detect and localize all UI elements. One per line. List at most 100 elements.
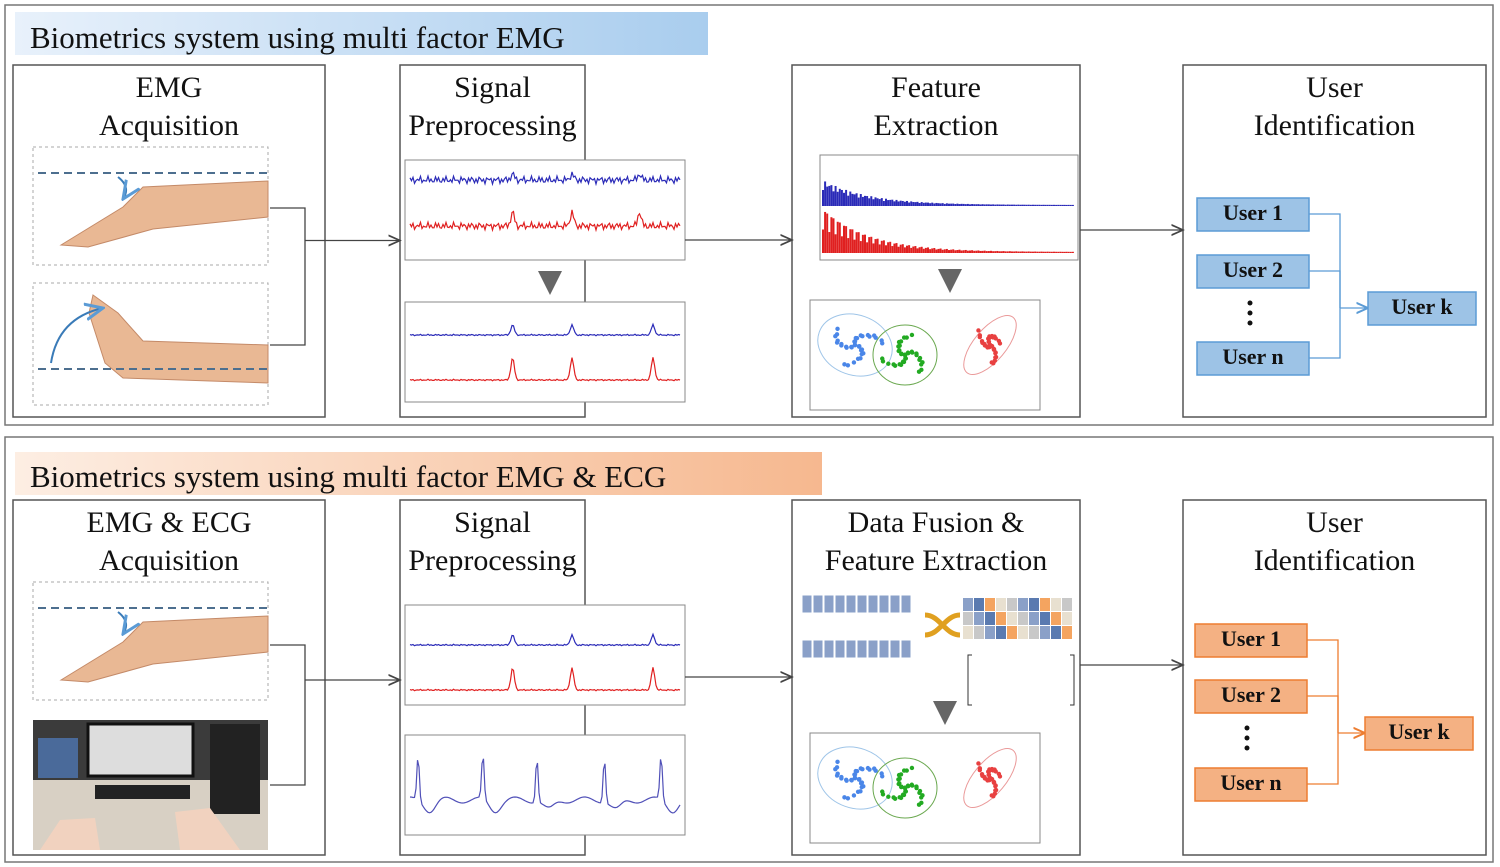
point bbox=[852, 772, 858, 777]
matrix-cell bbox=[1029, 626, 1039, 639]
point bbox=[897, 348, 902, 353]
spectrum-bar bbox=[956, 203, 959, 206]
stage-title: Identification bbox=[1254, 109, 1416, 142]
panel-title: Biometrics system using multi factor EMG bbox=[30, 20, 565, 55]
hand bbox=[59, 615, 269, 683]
spectrum-bar bbox=[847, 238, 850, 253]
spectrum-bar bbox=[1023, 251, 1026, 253]
spectrum-bar bbox=[937, 248, 940, 253]
point bbox=[867, 767, 872, 772]
matrix-cell bbox=[963, 626, 973, 639]
vector-cell bbox=[812, 639, 824, 659]
photo-arm bbox=[175, 808, 240, 850]
spectrum-bar bbox=[855, 193, 858, 206]
vector-cell bbox=[856, 639, 868, 659]
matrix-cell bbox=[1029, 598, 1039, 611]
matrix-cell bbox=[985, 598, 995, 611]
spectrum-bar bbox=[836, 191, 839, 206]
spectrum-bar bbox=[859, 194, 862, 206]
point bbox=[919, 795, 924, 800]
spectrum-bar bbox=[1063, 251, 1066, 253]
point bbox=[859, 784, 864, 790]
vector-cell bbox=[878, 594, 890, 614]
panel-title: Biometrics system using multi factor EMG… bbox=[30, 459, 666, 494]
point bbox=[900, 792, 906, 797]
point bbox=[906, 783, 911, 789]
spectrum-bar bbox=[838, 188, 841, 206]
chart-frame bbox=[404, 159, 686, 261]
spectrum-bar bbox=[895, 199, 898, 206]
spectrum-bar bbox=[878, 199, 881, 206]
spectrum-bar bbox=[1057, 204, 1060, 206]
spectrum-bar bbox=[840, 189, 843, 206]
spectrum-bar bbox=[851, 193, 854, 206]
point bbox=[880, 341, 885, 346]
user-link bbox=[1307, 733, 1339, 785]
point bbox=[993, 784, 998, 789]
spectrum-bar bbox=[1048, 204, 1051, 206]
spectrum-bar bbox=[874, 197, 877, 206]
point bbox=[989, 793, 994, 798]
spectrum-bar bbox=[1019, 204, 1022, 206]
spectrum-bar bbox=[912, 202, 915, 206]
spectrum-bar bbox=[885, 198, 887, 206]
spectrum-bar bbox=[882, 200, 885, 206]
point bbox=[835, 338, 840, 343]
stage-title: Preprocessing bbox=[408, 109, 576, 142]
spectrum-bar bbox=[868, 237, 871, 253]
point bbox=[986, 339, 992, 345]
spectrum-bar bbox=[973, 250, 976, 253]
signal-trace bbox=[409, 171, 681, 187]
spectrum-bar bbox=[1053, 251, 1055, 253]
spectrum-bar bbox=[855, 232, 858, 253]
point bbox=[886, 361, 891, 366]
hand bbox=[88, 294, 269, 384]
matrix-cell bbox=[1051, 612, 1061, 625]
point bbox=[997, 341, 1003, 346]
ellipsis-dot bbox=[1244, 745, 1250, 751]
spectrum-bar bbox=[924, 202, 927, 206]
point bbox=[849, 777, 854, 783]
spectrum-bar bbox=[824, 211, 827, 253]
ellipsis-dot bbox=[1247, 320, 1253, 326]
matrix-cell bbox=[1007, 598, 1017, 611]
panel-title-bar bbox=[15, 452, 822, 495]
spectrum-bar bbox=[906, 245, 908, 253]
point bbox=[842, 362, 847, 367]
point bbox=[900, 359, 906, 364]
spectrum-bar bbox=[964, 204, 967, 206]
matrix-cell bbox=[963, 598, 973, 611]
spectrum-bar bbox=[960, 203, 963, 206]
spectrum-bar bbox=[866, 242, 869, 253]
spectrum-bar bbox=[1040, 204, 1043, 206]
spectrum-bar bbox=[878, 244, 881, 253]
point bbox=[858, 347, 864, 353]
vector-cell bbox=[834, 639, 846, 659]
vector-cell bbox=[845, 639, 857, 659]
matrix-cell bbox=[1062, 612, 1072, 625]
spectrum-bar bbox=[857, 197, 860, 206]
point bbox=[839, 774, 844, 780]
spectrum-bar bbox=[987, 204, 990, 206]
spectrum-bar bbox=[876, 238, 879, 253]
point bbox=[991, 780, 997, 785]
spectrum-bar bbox=[929, 203, 932, 206]
spectrum-bar bbox=[1065, 204, 1068, 206]
signal-trace bbox=[409, 632, 681, 647]
spectrum-bar bbox=[1061, 204, 1064, 206]
spectrum-bar bbox=[828, 185, 831, 206]
spectrum-bar bbox=[830, 217, 833, 253]
spectrum-bar bbox=[1027, 204, 1030, 206]
spectrum-bar bbox=[943, 203, 946, 206]
spectrum-bar bbox=[1034, 204, 1037, 206]
vector-cell bbox=[823, 594, 835, 614]
user-box bbox=[1196, 197, 1310, 232]
matrix-cell bbox=[996, 612, 1006, 625]
spectrum-bar bbox=[992, 251, 995, 253]
spectrum-bar bbox=[1042, 204, 1045, 206]
point bbox=[982, 341, 987, 347]
point bbox=[979, 338, 985, 344]
point bbox=[852, 342, 858, 348]
vector-cell bbox=[823, 639, 835, 659]
